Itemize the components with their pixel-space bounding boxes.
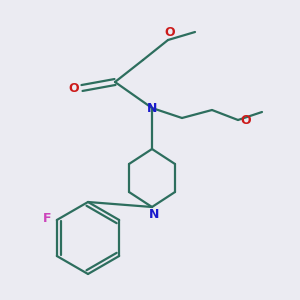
- Text: O: O: [69, 82, 79, 94]
- Text: N: N: [149, 208, 159, 221]
- Text: O: O: [165, 26, 175, 38]
- Text: F: F: [43, 212, 51, 224]
- Text: O: O: [241, 113, 251, 127]
- Text: N: N: [147, 101, 157, 115]
